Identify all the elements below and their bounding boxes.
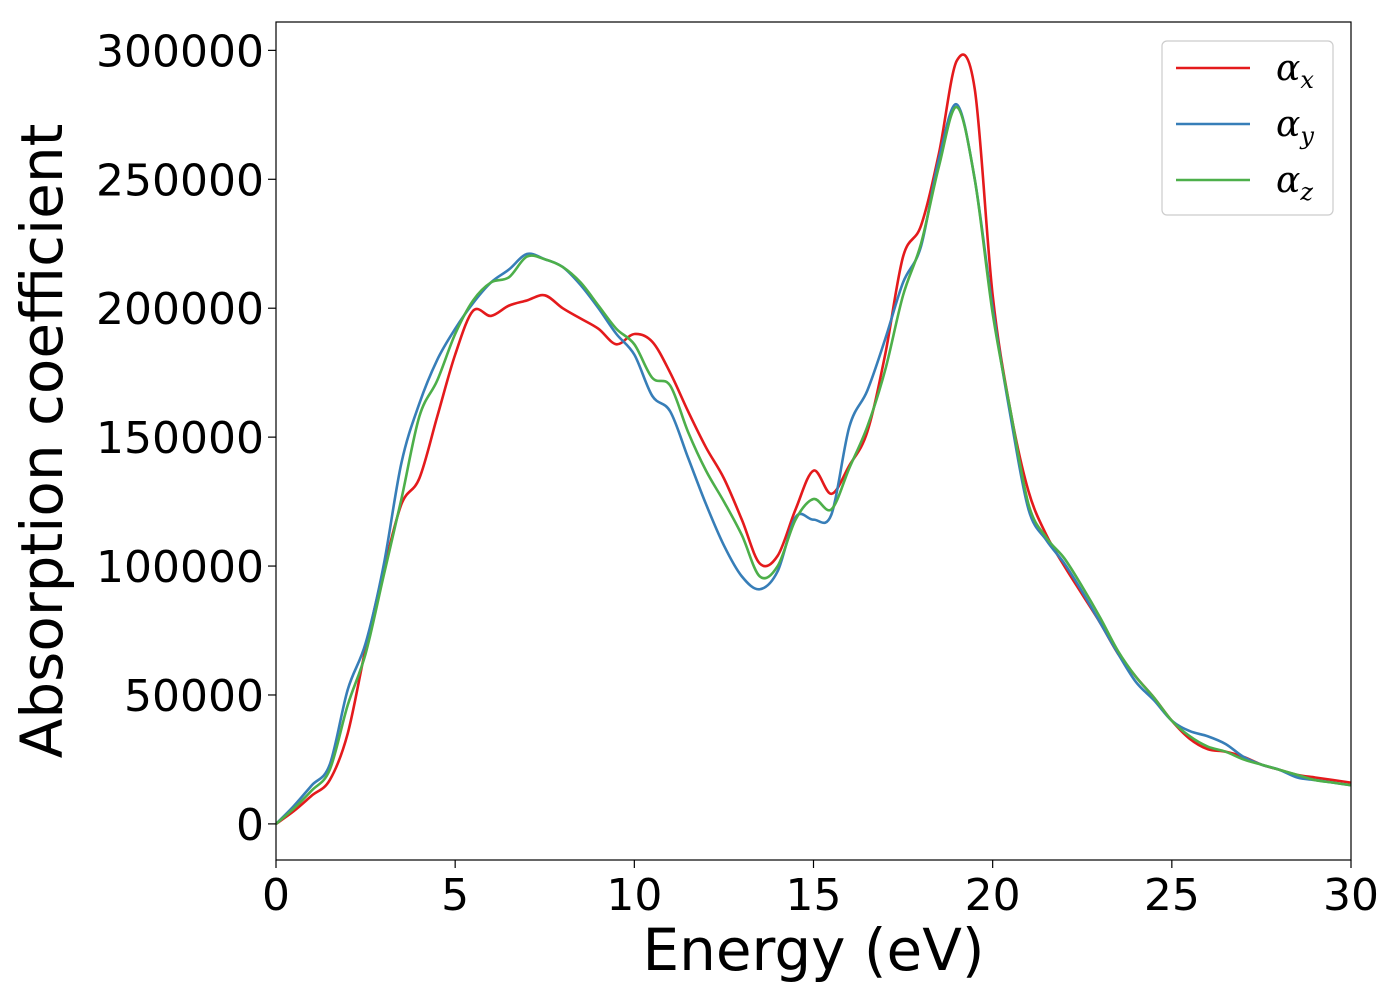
y-tick-label: 0: [236, 800, 264, 851]
series-line-z: [276, 105, 1351, 825]
x-tick-label: 20: [965, 870, 1021, 921]
x-axis-title: Energy (eV): [642, 916, 984, 984]
x-tick-label: 30: [1323, 870, 1379, 921]
y-tick-label: 300000: [96, 26, 264, 77]
y-tick-label: 250000: [96, 155, 264, 206]
x-tick-label: 25: [1144, 870, 1200, 921]
y-axis-title: Absorption coefficient: [8, 124, 76, 759]
y-tick-label: 50000: [124, 671, 264, 722]
y-tick-label: 100000: [96, 542, 264, 593]
x-tick-label: 5: [441, 870, 469, 921]
axes-ticks: 0 5 10 15 20 25 30 0 50000 100000 150000 200000 2500…: [96, 26, 1379, 921]
y-tick-label: 200000: [96, 284, 264, 335]
y-tick-label: 150000: [96, 413, 264, 464]
x-tick-label: 0: [262, 870, 290, 921]
series-layer: [276, 53, 1351, 825]
x-tick-label: 15: [786, 870, 842, 921]
legend-box: [1161, 40, 1334, 216]
x-tick-label: 10: [606, 870, 662, 921]
